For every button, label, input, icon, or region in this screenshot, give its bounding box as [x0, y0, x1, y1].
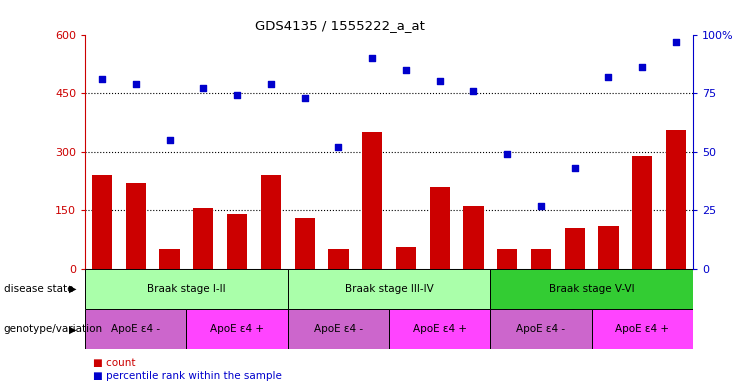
Text: Braak stage I-II: Braak stage I-II: [147, 284, 226, 294]
Bar: [632, 156, 652, 269]
Point: [569, 165, 581, 171]
Text: ▶: ▶: [69, 324, 76, 334]
Point: [501, 151, 513, 157]
Text: ▶: ▶: [69, 284, 76, 294]
Point: [602, 74, 614, 80]
Point: [130, 81, 142, 87]
Bar: [491, 269, 693, 309]
Bar: [92, 175, 112, 269]
Point: [197, 85, 209, 91]
Text: ApoE ε4 -: ApoE ε4 -: [516, 324, 565, 334]
Bar: [328, 249, 348, 269]
Bar: [389, 309, 491, 349]
Bar: [666, 130, 686, 269]
Bar: [591, 309, 693, 349]
Bar: [531, 249, 551, 269]
Bar: [565, 228, 585, 269]
Bar: [396, 247, 416, 269]
Text: ■ count: ■ count: [93, 358, 135, 368]
Point: [333, 144, 345, 150]
Point: [164, 137, 176, 143]
Bar: [463, 206, 484, 269]
Bar: [598, 226, 619, 269]
Point: [96, 76, 108, 82]
Bar: [85, 309, 187, 349]
Text: Braak stage V-VI: Braak stage V-VI: [549, 284, 634, 294]
Bar: [362, 132, 382, 269]
Point: [468, 88, 479, 94]
Point: [433, 78, 445, 84]
Bar: [193, 208, 213, 269]
Bar: [288, 269, 491, 309]
Text: ApoE ε4 +: ApoE ε4 +: [615, 324, 669, 334]
Point: [400, 67, 412, 73]
Point: [535, 202, 547, 209]
Bar: [491, 309, 591, 349]
Title: GDS4135 / 1555222_a_at: GDS4135 / 1555222_a_at: [256, 19, 425, 32]
Bar: [497, 249, 517, 269]
Bar: [288, 309, 389, 349]
Bar: [126, 183, 146, 269]
Point: [637, 64, 648, 70]
Bar: [159, 249, 180, 269]
Point: [231, 93, 243, 99]
Text: ApoE ε4 -: ApoE ε4 -: [111, 324, 160, 334]
Bar: [187, 309, 288, 349]
Text: ApoE ε4 -: ApoE ε4 -: [314, 324, 363, 334]
Bar: [85, 269, 288, 309]
Bar: [294, 218, 315, 269]
Text: Braak stage III-IV: Braak stage III-IV: [345, 284, 433, 294]
Point: [265, 81, 277, 87]
Text: disease state: disease state: [4, 284, 73, 294]
Point: [299, 95, 310, 101]
Point: [366, 55, 378, 61]
Point: [670, 38, 682, 45]
Text: ■ percentile rank within the sample: ■ percentile rank within the sample: [93, 371, 282, 381]
Text: ApoE ε4 +: ApoE ε4 +: [413, 324, 467, 334]
Text: genotype/variation: genotype/variation: [4, 324, 103, 334]
Bar: [430, 187, 450, 269]
Bar: [227, 214, 247, 269]
Text: ApoE ε4 +: ApoE ε4 +: [210, 324, 264, 334]
Bar: [261, 175, 281, 269]
